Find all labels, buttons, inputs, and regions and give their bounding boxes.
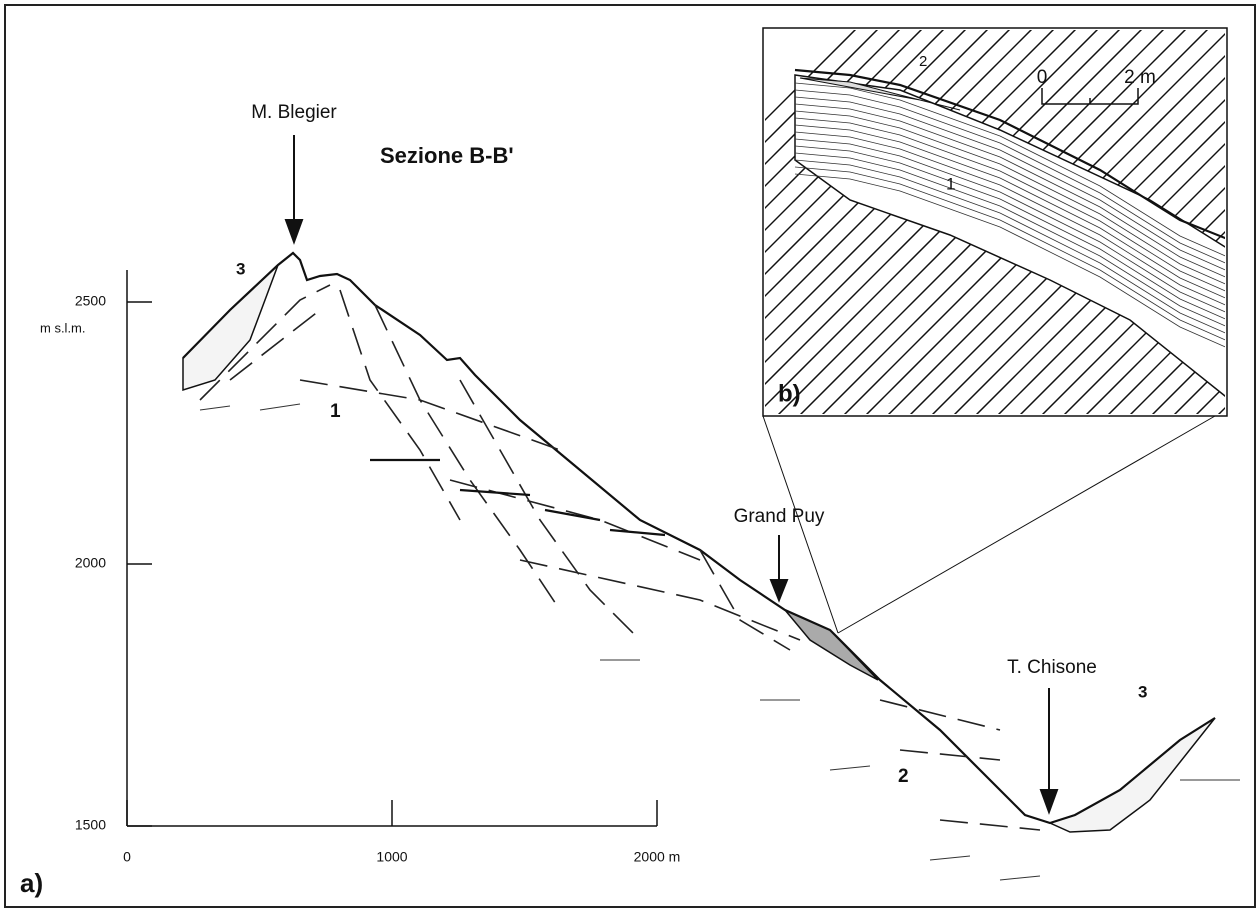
hatch-line <box>765 30 1055 320</box>
layer-line <box>794 159 1225 334</box>
layer-line <box>794 173 1225 348</box>
zoom-lines <box>762 415 1216 634</box>
hatch-line <box>765 30 1033 298</box>
scale-start: 0 <box>1037 67 1048 88</box>
panel-b-label: b) <box>778 380 801 407</box>
y-tick-label: 2000 <box>75 555 106 571</box>
y-tick-label: 2500 <box>75 293 106 309</box>
y-tick-label: 1500 <box>75 817 106 833</box>
unit-label: 1 <box>330 401 341 422</box>
place-label: Grand Puy <box>734 506 825 527</box>
section-title: Sezione B-B' <box>380 143 514 168</box>
layer-line <box>794 110 1225 285</box>
hatch-line <box>765 30 1011 276</box>
hatch-line <box>765 30 1077 342</box>
hatch-line <box>997 186 1225 414</box>
hatch-line <box>765 30 989 254</box>
unit-label: 3 <box>1138 682 1147 701</box>
hatch-line <box>765 30 945 210</box>
layer-line <box>794 96 1225 271</box>
hatch-line <box>1107 296 1225 414</box>
layer-line <box>794 89 1225 264</box>
inset-unit-label: 1 <box>946 174 955 193</box>
x-tick-label: 1000 <box>376 849 407 865</box>
x-tick-label: 0 <box>123 849 131 865</box>
hatch-line <box>1019 208 1225 414</box>
layer-line <box>794 82 1225 257</box>
hatch-line <box>1063 252 1225 414</box>
layer-line <box>794 117 1225 292</box>
layer-line <box>794 152 1225 327</box>
layer-line <box>794 103 1225 278</box>
place-label: M. Blegier <box>251 102 337 123</box>
layer-line <box>794 138 1225 313</box>
x-tick-label: 2000 m <box>634 849 681 865</box>
unit-label: 2 <box>898 766 909 787</box>
topographic-profile <box>182 251 1216 825</box>
hatch-line <box>1041 230 1225 414</box>
layer-line <box>794 166 1225 341</box>
scale-end: 2 m <box>1124 67 1156 88</box>
panel-a-label: a) <box>20 868 43 898</box>
layer-line <box>794 131 1225 306</box>
unit-label: 3 <box>236 259 245 278</box>
layer-line <box>794 124 1225 299</box>
y-unit: m s.l.m. <box>40 320 86 335</box>
arrows <box>284 135 1059 815</box>
inset-b <box>762 27 1228 417</box>
hatch-line <box>1085 274 1225 414</box>
place-label: T. Chisone <box>1007 657 1097 678</box>
layer-line <box>794 145 1225 320</box>
inset-unit-label: 2 <box>919 53 927 70</box>
bedrock-structure <box>199 284 1240 881</box>
hatch-line <box>765 30 967 232</box>
